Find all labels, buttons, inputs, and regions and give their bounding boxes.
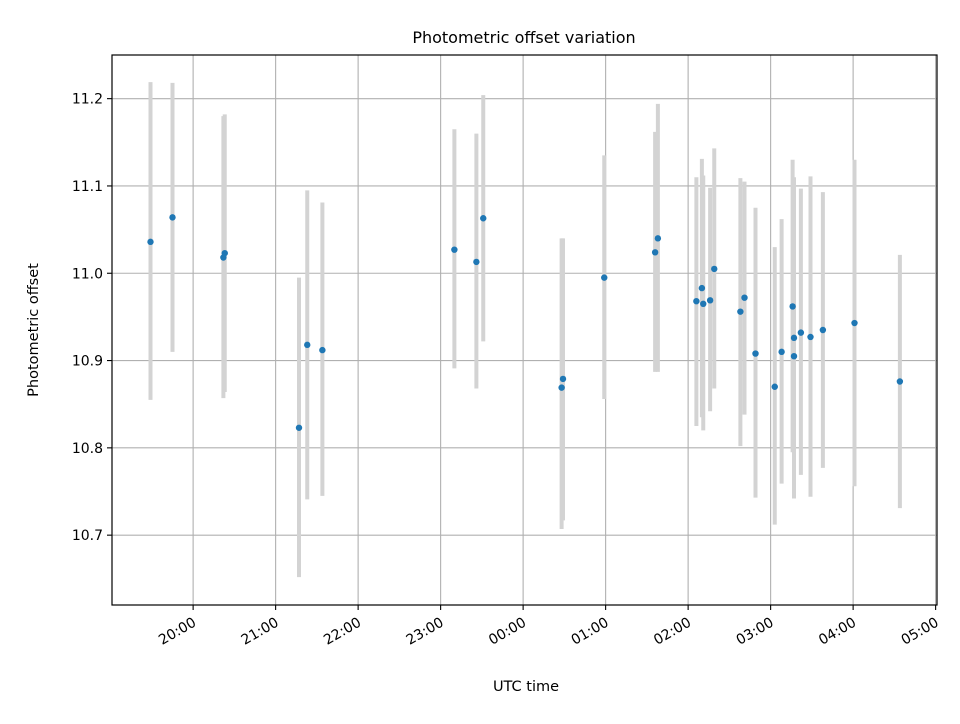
data-point	[741, 294, 748, 301]
data-point	[752, 350, 759, 357]
x-axis-label: UTC time	[493, 679, 559, 695]
data-point	[700, 300, 707, 308]
data-point	[778, 348, 785, 356]
y-tick-label: 11.1	[72, 179, 103, 195]
y-tick-label: 10.9	[72, 354, 103, 370]
y-tick-label: 10.8	[72, 441, 103, 457]
data-points	[147, 214, 904, 431]
data-point	[737, 308, 744, 315]
data-point	[451, 246, 458, 253]
data-point	[601, 274, 608, 281]
data-point	[807, 333, 814, 341]
data-point	[319, 346, 326, 354]
data-point	[558, 384, 565, 391]
data-point	[790, 352, 798, 360]
y-axis-ticks: 10.7 10.8 10.9 11.0 11.1 11.2	[72, 92, 112, 544]
data-point	[789, 303, 796, 310]
data-point	[559, 375, 567, 383]
chart-title: Photometric offset variation	[412, 28, 635, 47]
data-point	[651, 249, 659, 256]
data-point	[706, 297, 714, 304]
data-point	[851, 319, 858, 327]
data-point	[304, 341, 311, 349]
data-point	[711, 265, 718, 273]
data-point	[693, 297, 700, 305]
data-point	[654, 235, 662, 242]
data-point	[147, 238, 154, 246]
data-point	[790, 334, 798, 342]
plot-frame	[111, 54, 938, 606]
y-tick-label: 11.2	[72, 92, 103, 108]
data-point	[169, 214, 176, 221]
data-point	[819, 326, 827, 334]
y-axis-label: Photometric offset	[26, 263, 42, 397]
y-tick-label: 10.7	[72, 528, 103, 544]
data-point	[698, 284, 706, 292]
data-point	[797, 329, 805, 336]
data-point	[480, 215, 487, 222]
data-point	[771, 383, 778, 390]
data-point	[295, 424, 303, 431]
data-point	[473, 258, 480, 266]
data-point	[896, 378, 904, 385]
data-point	[221, 249, 228, 257]
y-tick-label: 11.0	[72, 266, 103, 282]
